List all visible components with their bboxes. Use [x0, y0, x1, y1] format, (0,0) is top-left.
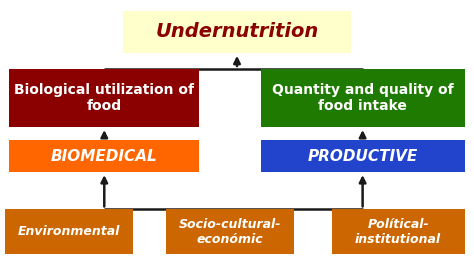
Text: PRODUCTIVE: PRODUCTIVE — [308, 149, 418, 164]
FancyBboxPatch shape — [166, 209, 294, 254]
Text: Quantity and quality of
food intake: Quantity and quality of food intake — [272, 83, 454, 113]
Text: Polítical-
institutional: Polítical- institutional — [355, 218, 441, 246]
Text: Environmental: Environmental — [18, 225, 120, 238]
FancyBboxPatch shape — [9, 140, 199, 172]
Text: Socio-cultural-
económic: Socio-cultural- económic — [179, 218, 281, 246]
FancyBboxPatch shape — [5, 209, 133, 254]
Text: Undernutrition: Undernutrition — [155, 22, 319, 41]
Text: BIOMEDICAL: BIOMEDICAL — [51, 149, 158, 164]
FancyBboxPatch shape — [9, 69, 199, 127]
Text: Biological utilization of
food: Biological utilization of food — [14, 83, 194, 113]
FancyBboxPatch shape — [261, 69, 465, 127]
FancyBboxPatch shape — [261, 140, 465, 172]
FancyBboxPatch shape — [123, 11, 351, 53]
FancyBboxPatch shape — [332, 209, 465, 254]
